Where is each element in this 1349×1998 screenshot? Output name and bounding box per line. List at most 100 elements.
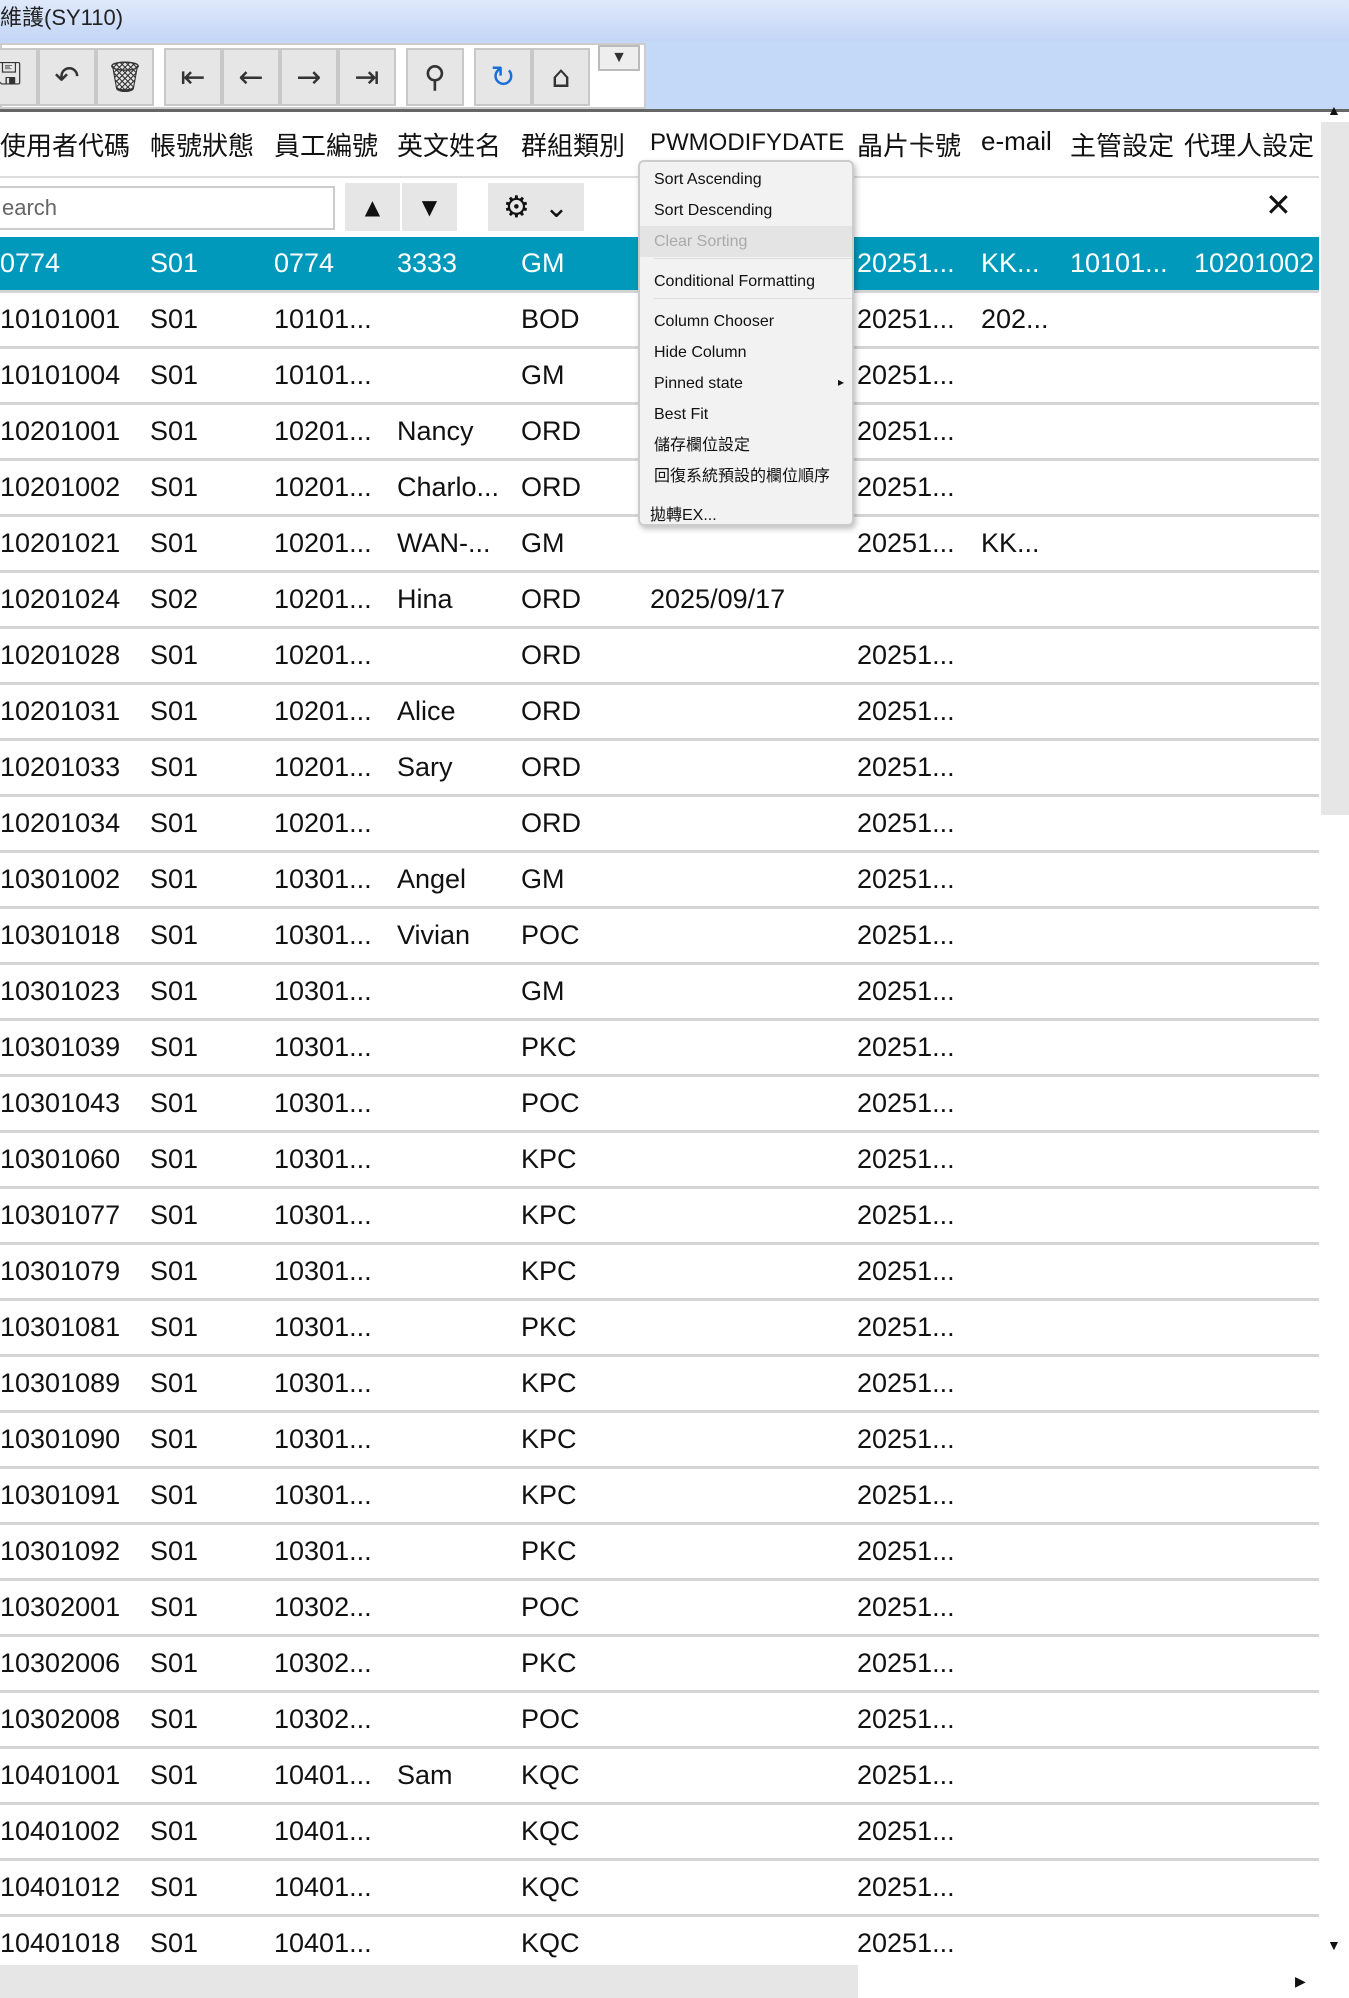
column-header[interactable]: PWMODIFYDATE (650, 129, 845, 156)
table-row[interactable]: 10301043 S01 10301... POC 20251... (0, 1077, 1319, 1133)
table-row[interactable]: 10301023 S01 10301... GM 20251... (0, 965, 1319, 1021)
column-header[interactable]: 使用者代碼 (0, 131, 131, 161)
menu-item[interactable]: 儲存欄位設定 (654, 437, 751, 454)
table-cell: Alice (397, 696, 456, 726)
column-header[interactable]: 晶片卡號 (857, 131, 962, 161)
table-row[interactable]: 10301092 S01 10301... PKC 20251... (0, 1525, 1319, 1581)
table-cell: 10201... (274, 416, 372, 446)
table-cell: 202... (981, 304, 1049, 334)
table-row[interactable]: 10201021 S01 10201... WAN-... GM 20251... KK..… (0, 517, 1319, 573)
scroll-down-icon[interactable]: ▼ (1327, 1937, 1341, 1953)
search-settings-button[interactable]: ⚙ ⌄ (488, 183, 584, 231)
table-cell: 10201034 (0, 808, 121, 838)
save-button[interactable]: 🖫 (0, 48, 38, 106)
column-header[interactable]: 代理人設定 (1184, 131, 1315, 161)
search-input[interactable]: earch (0, 186, 335, 230)
menu-separator (654, 258, 852, 259)
toolbar-overflow-dropdown[interactable]: ▼ (598, 45, 640, 71)
scroll-up-icon[interactable]: ▲ (1327, 102, 1341, 118)
previous-record-button[interactable]: ← (222, 48, 280, 106)
undo-button[interactable]: ↶ (38, 48, 96, 106)
table-row[interactable]: 10301079 S01 10301... KPC 20251... (0, 1245, 1319, 1301)
menu-item[interactable]: 回復系統預設的欄位順序 (654, 468, 831, 485)
menu-item[interactable]: Conditional Formatting (654, 273, 815, 290)
table-cell: 10401018 (0, 1928, 121, 1958)
table-cell: ORD (521, 640, 581, 670)
table-row[interactable]: 10302006 S01 10302... PKC 20251... (0, 1637, 1319, 1693)
menu-item[interactable]: Pinned state (654, 375, 743, 392)
table-cell: KQC (521, 1872, 580, 1902)
table-row[interactable]: 10201024 S02 10201... Hina ORD 2025/09/17 (0, 573, 1319, 629)
table-cell: BOD (521, 304, 580, 334)
table-row[interactable]: 10301002 S01 10301... Angel GM 20251... (0, 853, 1319, 909)
table-cell: Angel (397, 864, 467, 894)
table-row[interactable]: 10401002 S01 10401... KQC 20251... (0, 1805, 1319, 1861)
vertical-scrollbar[interactable]: ▲ ▼ (1319, 102, 1349, 1965)
table-row[interactable]: 10201002 S01 10201... Charlo... ORD 20251... (0, 461, 1319, 517)
table-cell: 10301... (274, 1200, 372, 1230)
table-cell: S01 (150, 920, 199, 950)
first-record-button[interactable]: ⇤ (164, 48, 222, 106)
table-cell: 10301002 (0, 864, 121, 894)
table-cell: ORD (521, 808, 581, 838)
table-cell: 10301... (274, 1480, 372, 1510)
menu-item[interactable]: Clear Sorting (640, 226, 852, 257)
table-row[interactable]: 10301081 S01 10301... PKC 20251... (0, 1301, 1319, 1357)
table-cell: 20251... (857, 1872, 955, 1902)
table-cell: 10201021 (0, 528, 121, 558)
refresh-button[interactable]: ↻ (474, 48, 532, 106)
column-header[interactable]: 群組類別 (521, 131, 626, 161)
table-row[interactable]: 10302001 S01 10302... POC 20251... (0, 1581, 1319, 1637)
menu-item[interactable]: Sort Ascending (654, 171, 762, 188)
search-previous-button[interactable]: ▲ (345, 183, 400, 231)
horizontal-scroll-thumb[interactable] (0, 1965, 858, 1998)
home-button[interactable]: ⌂ (532, 48, 590, 106)
table-row[interactable]: 10302008 S01 10302... POC 20251... (0, 1693, 1319, 1749)
table-cell: KPC (521, 1256, 577, 1286)
last-record-button[interactable]: ⇥ (338, 48, 396, 106)
table-cell: 10201002 (0, 472, 121, 502)
table-cell: 10302... (274, 1704, 372, 1734)
table-row[interactable]: 10301089 S01 10301... KPC 20251... (0, 1357, 1319, 1413)
column-header[interactable]: 帳號狀態 (150, 131, 255, 161)
menu-item[interactable]: Sort Descending (654, 202, 773, 219)
delete-button[interactable]: 🗑 (96, 48, 154, 106)
table-row[interactable]: 10301018 S01 10301... Vivian POC 20251... (0, 909, 1319, 965)
column-header[interactable]: 員工編號 (274, 131, 379, 161)
table-cell: KQC (521, 1816, 580, 1846)
menu-item[interactable]: 拋轉EX... (650, 507, 717, 524)
table-row[interactable]: 10401018 S01 10401... KQC 20251... (0, 1917, 1319, 1965)
table-row[interactable]: 10301039 S01 10301... PKC 20251... (0, 1021, 1319, 1077)
table-row[interactable]: 10401012 S01 10401... KQC 20251... (0, 1861, 1319, 1917)
menu-item[interactable]: Column Chooser (654, 313, 775, 330)
close-search-button[interactable]: ✕ (1265, 186, 1292, 224)
search-next-button[interactable]: ▼ (402, 183, 457, 231)
column-header[interactable]: 英文姓名 (397, 131, 502, 161)
table-cell: POC (521, 1704, 580, 1734)
table-row[interactable]: 10201033 S01 10201... Sary ORD 20251... (0, 741, 1319, 797)
column-header[interactable]: 主管設定 (1070, 131, 1175, 161)
scroll-right-icon[interactable]: ▶ (1295, 1973, 1306, 1989)
column-header[interactable]: e-mail (981, 126, 1052, 156)
table-cell: PKC (521, 1536, 577, 1566)
table-cell: 10301... (274, 864, 372, 894)
table-row[interactable]: 10401001 S01 10401... Sam KQC 20251... (0, 1749, 1319, 1805)
table-row[interactable]: 10301090 S01 10301... KPC 20251... (0, 1413, 1319, 1469)
menu-item[interactable]: Hide Column (654, 344, 747, 361)
table-row[interactable]: 10201034 S01 10201... ORD 20251... (0, 797, 1319, 853)
table-row[interactable]: 10201031 S01 10201... Alice ORD 20251... (0, 685, 1319, 741)
table-row[interactable]: 10301091 S01 10301... KPC 20251... (0, 1469, 1319, 1525)
search-button[interactable]: ⚲ (406, 48, 464, 106)
table-cell: 20251... (857, 640, 955, 670)
table-row[interactable]: 10301060 S01 10301... KPC 20251... (0, 1133, 1319, 1189)
table-cell: 10201002 (1194, 248, 1315, 278)
menu-item[interactable]: Best Fit (654, 406, 709, 423)
table-row[interactable]: 10301077 S01 10301... KPC 20251... (0, 1189, 1319, 1245)
table-cell: 20251... (857, 752, 955, 782)
table-cell: 20251... (857, 1368, 955, 1398)
vertical-scroll-thumb[interactable] (1321, 122, 1349, 815)
horizontal-scrollbar[interactable]: ▶ (0, 1965, 1319, 1998)
table-row[interactable]: 10201028 S01 10201... ORD 20251... (0, 629, 1319, 685)
table-cell: Sam (397, 1760, 453, 1790)
next-record-button[interactable]: → (280, 48, 338, 106)
